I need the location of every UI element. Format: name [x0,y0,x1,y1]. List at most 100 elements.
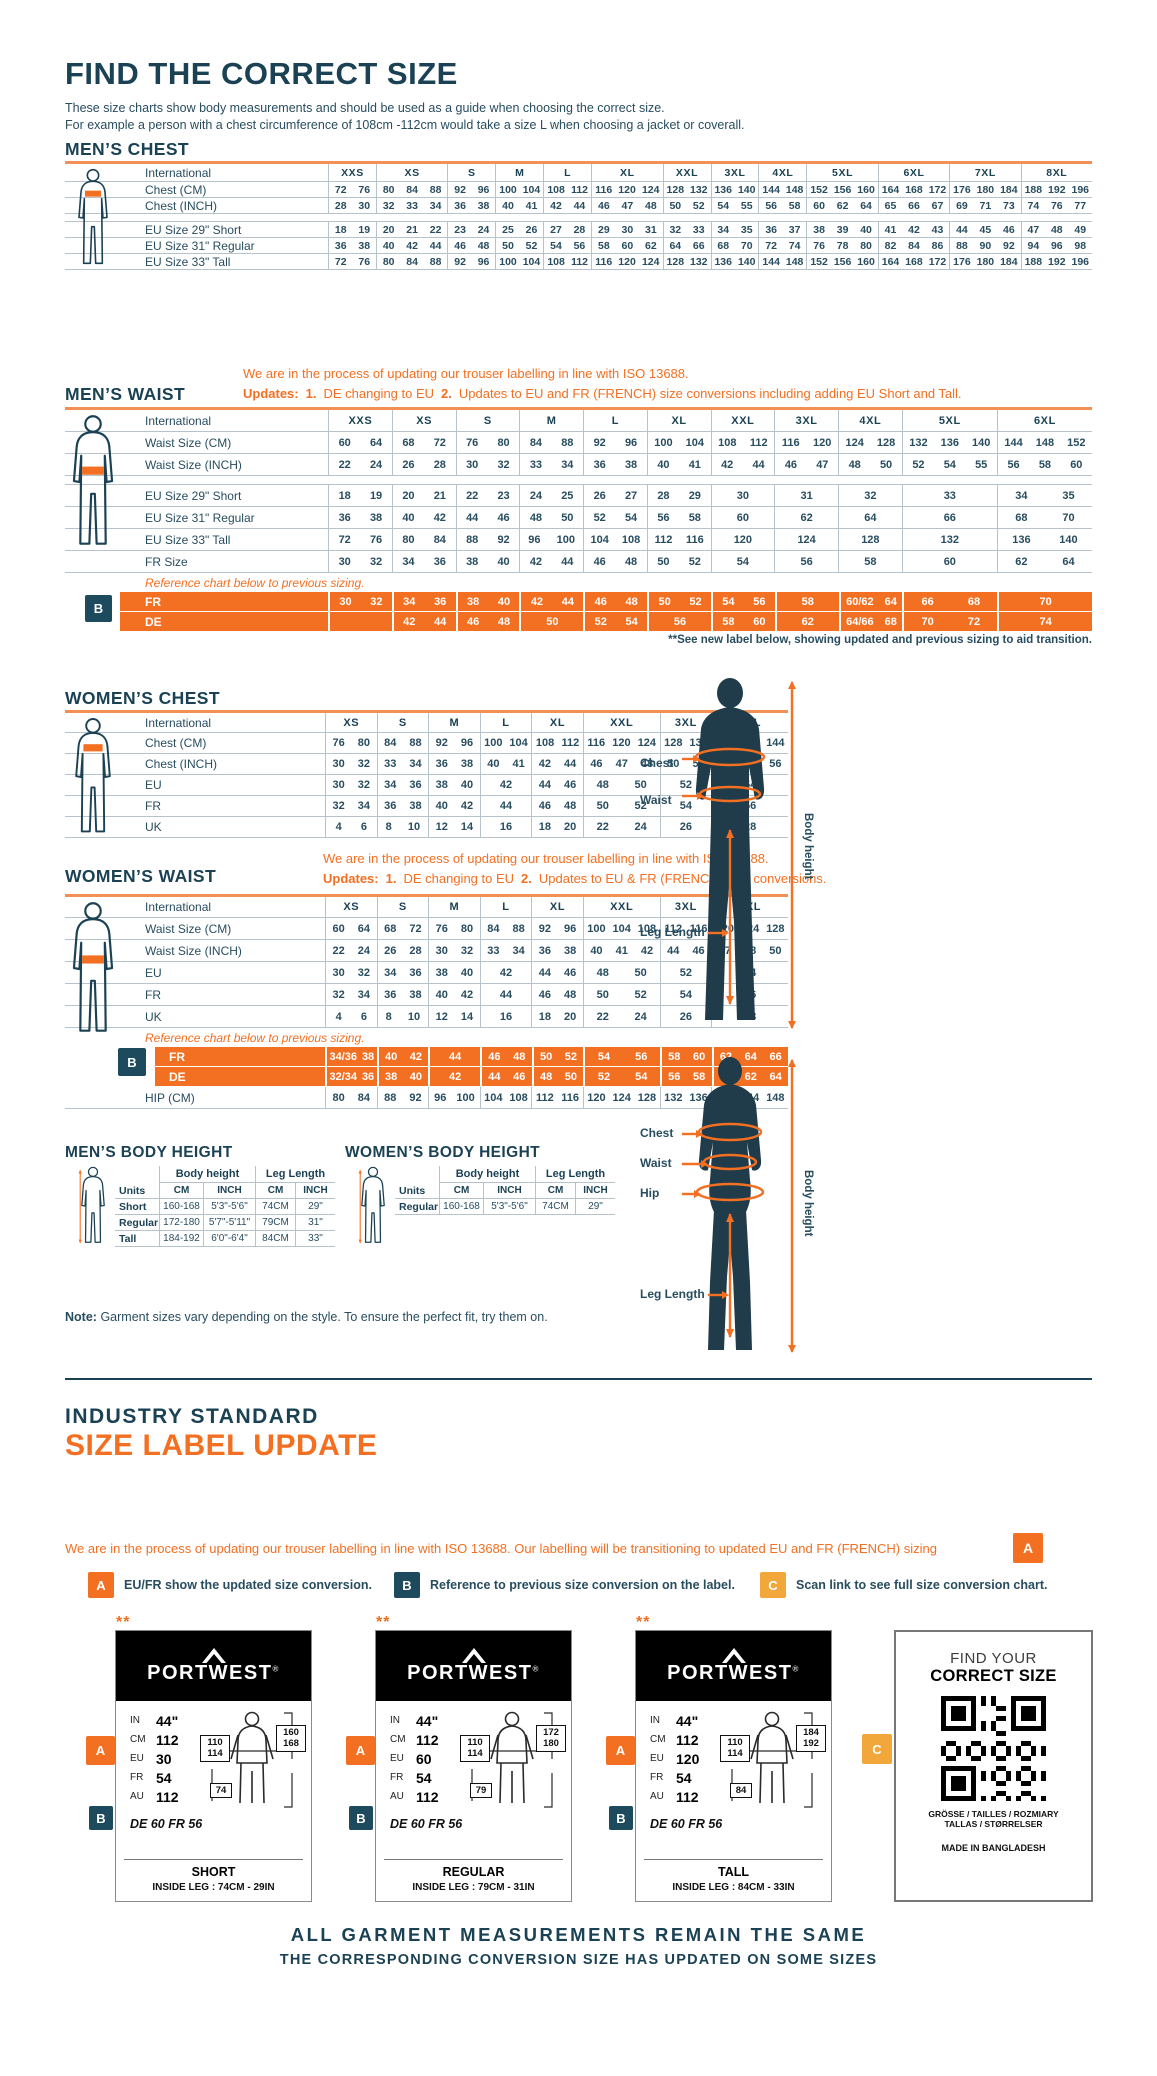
size-cell: 152 156 160 [806,254,877,269]
size-cell: 74 [997,612,1092,631]
inseam-measure-box: 84 [730,1783,752,1799]
size-cell: 188 192 196 [1020,182,1092,197]
column-header: XXS [328,164,376,181]
size-cell: 42 44 [531,754,583,774]
body-height-value: 31" [295,1215,335,1231]
column-header: 3XL [659,713,712,732]
size-cell: 62 64 [996,551,1092,572]
size-system: CM [130,1734,146,1745]
row-label: Chest (INCH) [145,198,218,213]
size-cell: 108 112 [710,432,775,453]
section-heading-mens-body-height: MEN’S BODY HEIGHT [65,1144,233,1161]
size-cell: 56 [774,551,838,572]
a-badge: A [606,1736,635,1765]
table-row: FR Size 30 32 34 36 38 40 42 44 46 48 50 52 54 56 58 60 6… [65,551,1092,573]
size-cell: 16 [479,817,532,837]
size-cell: 40 41 [646,454,711,475]
label-size-row: CM 112 [390,1730,439,1749]
row-label: FR [169,1049,185,1064]
row-label: EU Size 31" Regular [145,510,255,525]
label-size-row: CM 112 [650,1730,699,1749]
column-header: XS [325,713,377,732]
size-cell: 46 48 [583,592,647,611]
fit-note: Note: Garment sizes vary depending on th… [65,1310,548,1324]
label-brand-header: PORTWEST® [636,1631,831,1701]
brand-name: PORTWEST® [667,1661,800,1684]
group-header: Leg Length [535,1166,615,1183]
size-cell: 42 44 [710,454,775,475]
label-size-row: IN 44" [650,1711,699,1730]
unit-column-header: CM [159,1183,203,1199]
unit-column-header: CM [439,1183,483,1199]
section-heading-womens-chest: WOMEN’S CHEST [65,688,220,708]
table-row: Waist Size (INCH) 22 24 26 28 30 32 33 34 36 38 40 4… [65,454,1092,476]
column-header: 3XL [710,164,759,181]
inside-leg-text: INSIDE LEG : 84CM - 33IN [672,1882,795,1893]
size-cell: 132 136 [659,1087,712,1108]
size-cell: 132 [901,529,997,550]
size-cell: 128 132 [662,254,711,269]
row-label: Waist Size (CM) [145,921,232,936]
column-header: M [495,164,543,181]
label-size-rows: IN 44" CM 112 EU 120 FR 54 AU 112 [650,1711,699,1806]
size-cell: 144 148 [758,254,806,269]
row-label: UK [145,1009,162,1024]
table-header-label: International [145,165,212,180]
size-cell: 108 112 [543,182,591,197]
previous-sizing-row: DE 42 44 46 48 50 52 54 56 58 60 62 64/66 68 70 72 74 [120,612,1092,632]
size-cell: 164 168 172 [877,254,949,269]
column-header: 8XL [1020,164,1092,181]
body-height-grid: Body height Leg Length Units CM INCH CM INCH Re… [395,1166,615,1215]
measurement-label: Hip [640,1186,660,1200]
size-cell: 100 104 [495,182,543,197]
column-header: 3XL [659,897,712,917]
size-cell: 30 32 [428,940,480,961]
size-value: 112 [156,1788,179,1805]
column-header: 7XL [949,164,1020,181]
unit-column-header: INCH [483,1183,535,1199]
size-cell: 48 50 [582,962,660,983]
row-label: Chest (INCH) [145,757,218,771]
measurement-label: Chest [640,1126,674,1140]
size-cell: 144 148 152 [996,432,1092,453]
body-height-value: 29" [575,1199,615,1215]
b-badge: B [89,1806,113,1830]
size-value: 112 [676,1788,699,1805]
size-cell: 33 [901,485,997,506]
size-cell: 62 [774,612,839,631]
size-cell: 54 56 [583,1047,660,1066]
table-header-label: International [145,900,212,914]
size-cell: 92 96 [428,733,480,753]
c-badge: C [862,1734,892,1764]
size-cell: 100 104 [479,733,532,753]
size-cell: 80 84 88 [375,182,447,197]
column-header: S [455,410,520,431]
b-badge: B [609,1806,633,1830]
size-system: EU [130,1753,144,1764]
size-cell: 18 19 [328,222,376,237]
size-cell: 30 32 [328,551,392,572]
column-header: XL [646,410,711,431]
row-label: EU Size 33" Tall [145,532,231,547]
size-cell: 132 136 140 [901,432,997,453]
fit-row-label: Regular [395,1199,439,1215]
size-cell: 58 [774,592,839,611]
row-label: Waist Size (INCH) [145,457,242,472]
size-cell: 47 48 49 [1020,222,1092,237]
size-cell: 12 14 [428,817,480,837]
size-cell: 44 45 46 [949,222,1020,237]
column-header: 6XL [877,164,949,181]
column-header: 5XL [901,410,997,431]
size-cell: 24 25 [519,485,583,506]
size-cell: 100 104 [646,432,711,453]
measurement-label: Leg Length [640,1287,705,1301]
label-size-row: AU 112 [390,1787,439,1806]
